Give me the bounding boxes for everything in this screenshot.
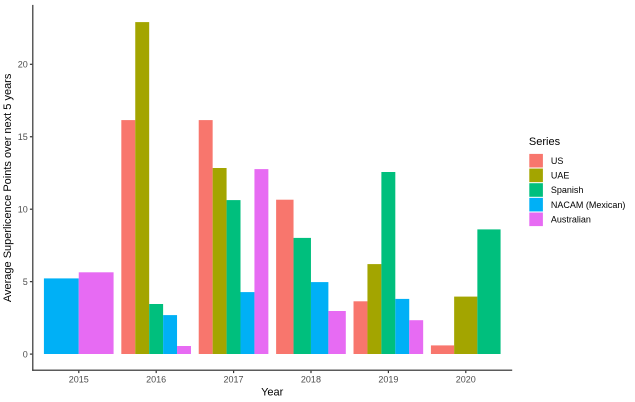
svg-text:5: 5 xyxy=(23,277,28,287)
svg-text:10: 10 xyxy=(18,204,28,214)
svg-text:US: US xyxy=(551,156,564,166)
svg-text:2018: 2018 xyxy=(301,375,321,385)
svg-text:Series: Series xyxy=(529,136,561,148)
svg-text:2015: 2015 xyxy=(69,375,89,385)
svg-text:Australian: Australian xyxy=(551,215,591,225)
svg-text:Spanish: Spanish xyxy=(551,185,584,195)
svg-text:2019: 2019 xyxy=(378,375,398,385)
svg-text:NACAM (Mexican): NACAM (Mexican) xyxy=(551,200,626,210)
svg-text:15: 15 xyxy=(18,132,28,142)
svg-text:Average Superlicence Points ov: Average Superlicence Points over next 5 … xyxy=(2,73,14,302)
svg-text:2016: 2016 xyxy=(146,375,166,385)
svg-text:20: 20 xyxy=(18,60,28,70)
svg-text:2020: 2020 xyxy=(456,375,476,385)
svg-text:2017: 2017 xyxy=(224,375,244,385)
svg-text:0: 0 xyxy=(23,349,28,359)
svg-text:UAE: UAE xyxy=(551,171,570,181)
svg-text:Year: Year xyxy=(261,386,284,398)
